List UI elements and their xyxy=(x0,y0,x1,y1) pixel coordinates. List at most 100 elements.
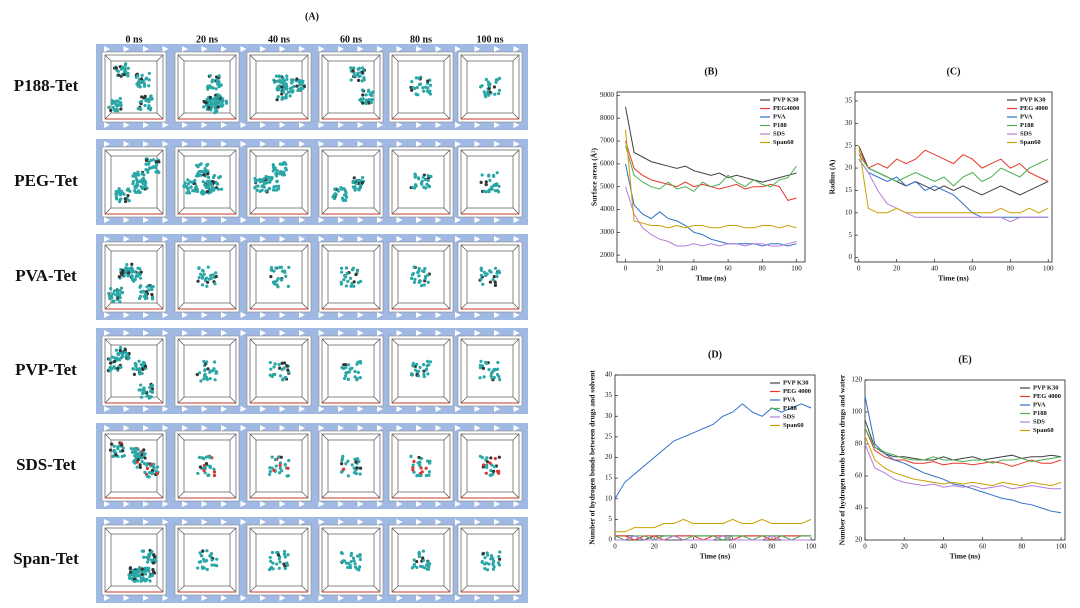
molecule-atom xyxy=(356,554,360,558)
molecule-atom xyxy=(145,474,150,478)
y-tick-label: 0 xyxy=(849,253,853,261)
arrow xyxy=(221,141,227,147)
molecule-atom xyxy=(340,196,345,200)
molecule-atom xyxy=(272,365,276,369)
molecule-atom xyxy=(213,378,217,382)
y-tick-label: 5 xyxy=(609,515,613,523)
molecule-atom xyxy=(120,273,124,277)
molecule-atom xyxy=(208,554,212,558)
molecule-atom xyxy=(489,554,494,558)
cube-edge xyxy=(249,527,257,535)
cube-edge xyxy=(229,207,237,215)
molecule-atom xyxy=(109,287,113,291)
molecule-atom xyxy=(136,448,140,452)
arrow xyxy=(338,406,344,412)
y-tick-label: 25 xyxy=(605,432,613,440)
molecule-atom xyxy=(151,561,156,565)
molecule-atom xyxy=(411,463,415,467)
y-tick-label: 4000 xyxy=(600,205,615,213)
molecule-atom xyxy=(361,93,365,97)
molecule-atom xyxy=(186,182,190,186)
molecule-atom xyxy=(272,185,276,189)
arrow xyxy=(182,122,188,128)
molecule-atom xyxy=(208,95,213,100)
molecule-atom xyxy=(206,179,210,183)
molecule-atom xyxy=(426,280,430,284)
molecule-atom xyxy=(202,468,206,472)
molecule-atom xyxy=(193,178,197,183)
cube-edge xyxy=(512,433,520,441)
molecule-atom xyxy=(112,108,117,112)
molecule-atom xyxy=(216,105,220,109)
arrow xyxy=(260,141,266,147)
molecule-atom xyxy=(283,270,287,275)
cube-edge xyxy=(301,149,309,157)
arrow xyxy=(377,519,383,525)
molecule-atom xyxy=(348,276,353,280)
arrow xyxy=(143,519,149,525)
snapshot xyxy=(457,430,523,502)
series-line xyxy=(864,395,1062,514)
y-tick-label: 5 xyxy=(849,231,853,239)
arrow xyxy=(260,330,266,336)
molecule-atom xyxy=(495,271,499,275)
molecule-atom xyxy=(355,182,359,186)
cube-edge xyxy=(156,585,164,593)
cube-edge xyxy=(460,207,468,215)
molecule-atom xyxy=(197,266,201,270)
cube-inner xyxy=(110,533,158,587)
molecule-atom xyxy=(150,469,154,473)
arrow xyxy=(474,141,481,147)
row-label: PVA-Tet xyxy=(15,266,77,285)
arrow xyxy=(279,217,286,223)
snapshot xyxy=(246,146,312,218)
arrow xyxy=(123,406,130,412)
y-tick-label: 80 xyxy=(855,440,863,448)
molecule-atom xyxy=(135,190,139,194)
molecule-atom xyxy=(141,367,145,371)
molecule-atom xyxy=(497,269,501,273)
molecule-atom xyxy=(370,97,374,102)
y-tick-label: 40 xyxy=(605,371,613,379)
cube-edge xyxy=(321,244,329,252)
arrow xyxy=(260,595,266,601)
molecule-atom xyxy=(138,574,142,578)
legend-label: Span60 xyxy=(783,422,804,429)
molecule-atom xyxy=(276,285,280,289)
arrow xyxy=(143,236,149,242)
molecule-atom xyxy=(149,158,153,162)
molecule-atom xyxy=(412,459,416,464)
arrow xyxy=(474,122,481,128)
molecule-atom xyxy=(497,455,501,459)
arrow xyxy=(123,217,130,223)
molecule-atom xyxy=(207,106,211,110)
snapshot xyxy=(388,241,454,313)
x-tick-label: 60 xyxy=(979,543,987,551)
molecule-atom xyxy=(414,76,419,80)
legend-label: SDS xyxy=(1033,418,1045,425)
molecule-atom xyxy=(116,99,120,103)
molecule-atom xyxy=(143,456,147,460)
arrow xyxy=(396,330,403,336)
molecule-atom xyxy=(298,83,302,87)
molecule-atom xyxy=(357,188,361,192)
molecule-atom xyxy=(214,108,218,112)
molecule-atom xyxy=(147,553,151,557)
arrow xyxy=(416,46,422,52)
cube-edge xyxy=(301,396,309,404)
molecule-atom xyxy=(146,168,150,172)
molecule-atom xyxy=(333,187,337,191)
cube-edge xyxy=(249,207,257,215)
cube-edge xyxy=(229,527,237,535)
molecule-atom xyxy=(417,274,421,278)
molecule-atom xyxy=(355,269,360,273)
arrow xyxy=(299,217,305,223)
molecule-atom xyxy=(488,461,492,465)
arrow xyxy=(377,122,383,128)
molecule-atom xyxy=(212,467,216,471)
molecule-atom xyxy=(360,66,365,70)
molecule-atom xyxy=(147,160,151,164)
arrow xyxy=(221,595,227,601)
molecule-atom xyxy=(119,365,123,369)
molecule-atom xyxy=(348,367,352,371)
